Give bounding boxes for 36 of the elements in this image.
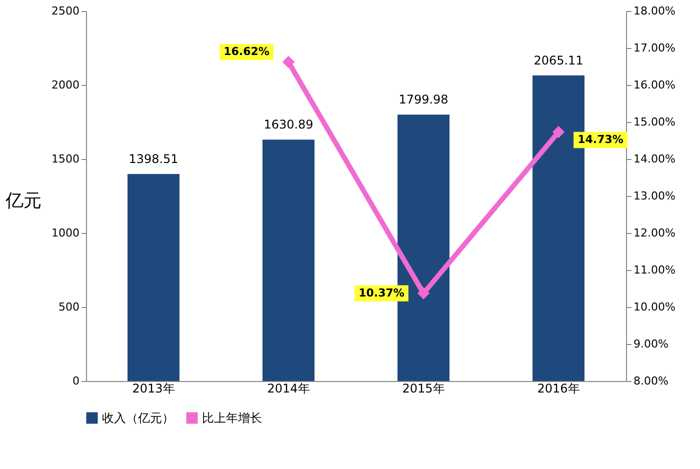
y-axis-title: 亿元 (4, 190, 42, 212)
data-label: 16.62% (224, 45, 270, 58)
y2-tick-label: 8.00% (634, 374, 668, 388)
y-tick-label: 1000 (52, 226, 80, 240)
data-label: 1630.89 (264, 118, 314, 132)
data-label: 10.37% (358, 286, 404, 300)
y2-tick-label: 13.00% (634, 190, 676, 202)
y-tick-label: 0 (72, 374, 80, 388)
y-tick-label: 2500 (52, 4, 80, 18)
y-tick-label: 500 (58, 300, 80, 314)
y2-tick-label: 17.00% (634, 42, 676, 54)
y2-tick-label: 11.00% (634, 264, 676, 276)
point (282, 56, 295, 68)
y2-tick-label: 14.00% (634, 152, 676, 166)
x-tick-label: 2013年 (132, 382, 175, 396)
legend-label: 收入（亿元） (102, 411, 174, 425)
y2-tick-label: 18.00% (634, 4, 676, 18)
data-label: 1799.98 (398, 92, 448, 107)
y2-tick-label: 16.00% (634, 78, 676, 92)
bar (128, 174, 180, 381)
legend-label: 比上年增长 (202, 411, 262, 425)
y-tick-label: 2000 (52, 78, 80, 92)
point (552, 126, 565, 138)
bar (262, 140, 314, 381)
y2-tick-label: 10.00% (634, 300, 676, 314)
y2-tick-label: 12.00% (634, 226, 676, 240)
y2-tick-label: 9.00% (634, 338, 668, 350)
point (417, 287, 430, 300)
data-label: 14.73% (578, 132, 624, 146)
x-tick-label: 2014年 (267, 382, 310, 396)
data-label: 1398.51 (128, 152, 178, 166)
x-tick-label: 2015年 (402, 382, 445, 396)
data-label: 2065.11 (534, 53, 584, 68)
y-tick-label: 1500 (52, 152, 80, 166)
x-tick-label: 2016年 (537, 382, 580, 396)
y2-tick-label: 15.00% (634, 116, 676, 128)
